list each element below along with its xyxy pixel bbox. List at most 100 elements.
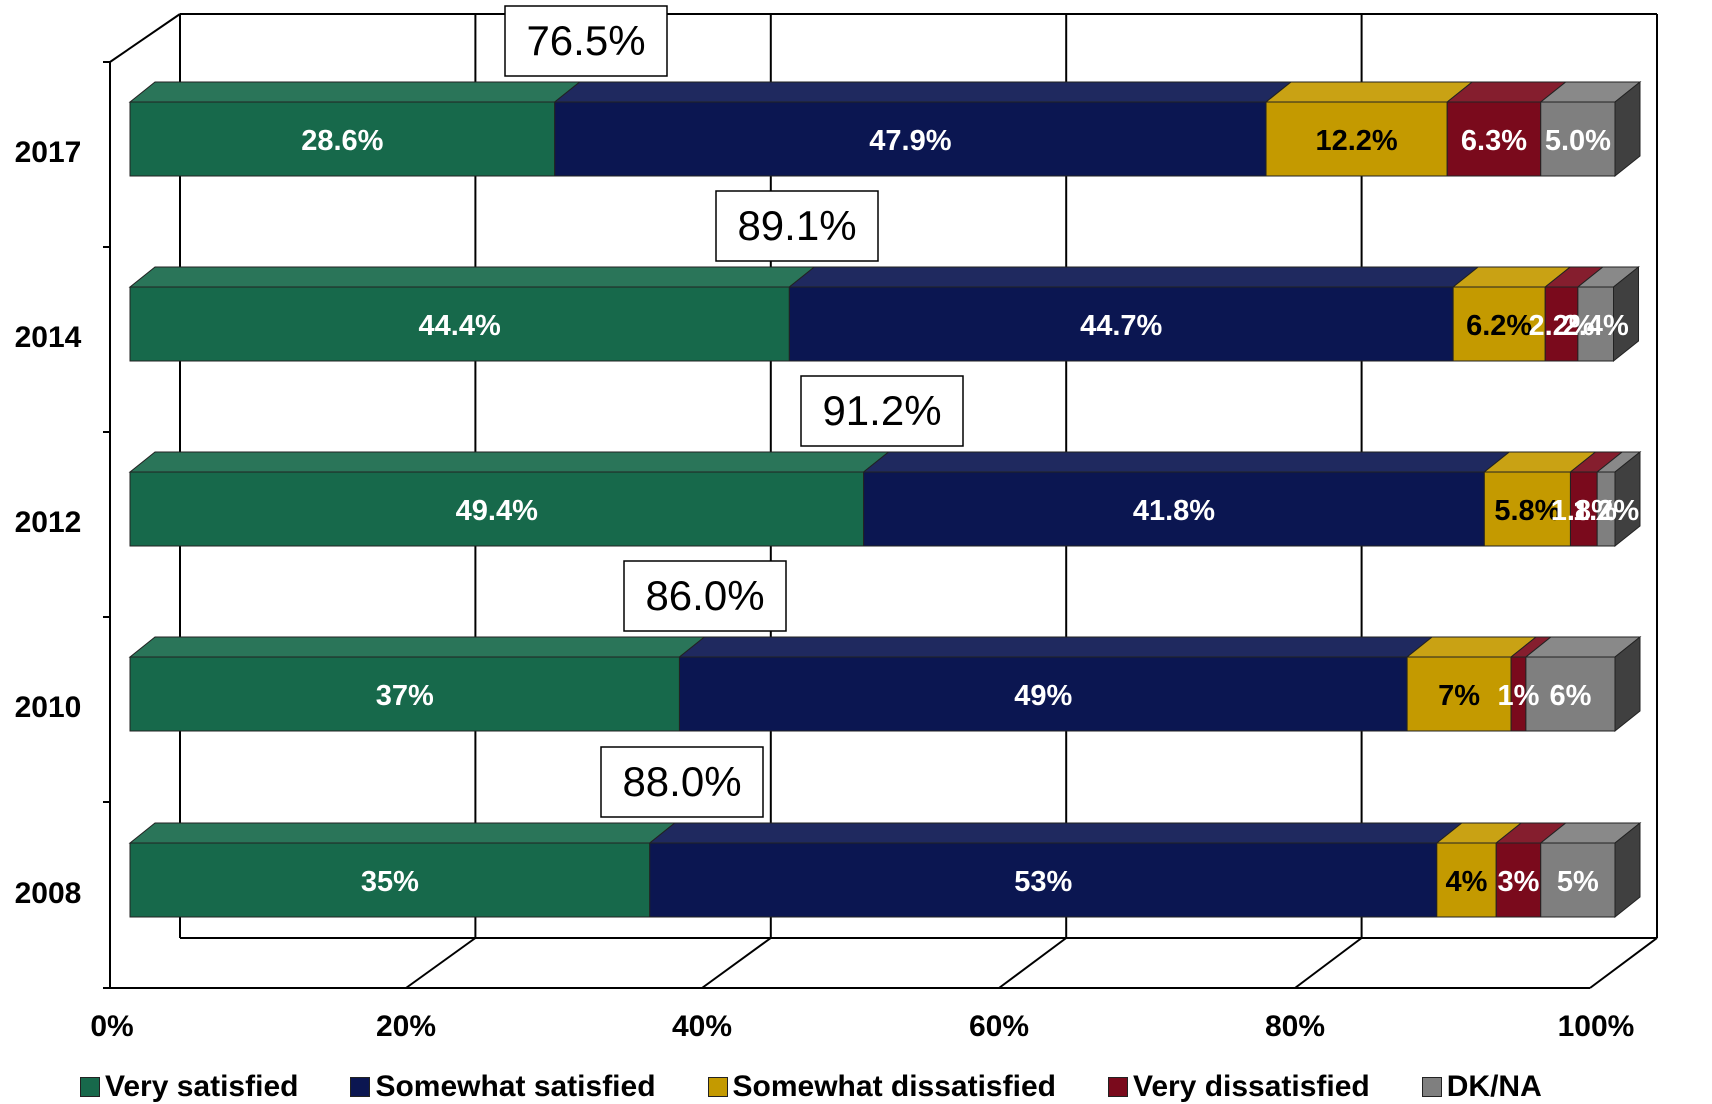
legend-item: Somewhat dissatisfied [707,1070,1056,1104]
legend-swatch [350,1077,371,1097]
bar-top-face [128,822,677,844]
bar-segment [554,101,1267,177]
category-label: 2010 [15,691,82,724]
bar-side-face [1614,821,1641,919]
data-label: 44.7% [1080,310,1162,342]
legend-label: Very dissatisfied [1132,1070,1370,1103]
bar-top-face [1264,81,1474,103]
x-tick-label: 60% [969,1010,1029,1043]
total-callout-box [600,746,764,818]
data-label: 53% [1014,866,1072,898]
legend-item: DK/NA [1421,1070,1542,1104]
bar-segment [129,842,651,918]
data-label: 1.2% [1573,495,1639,527]
data-label: 47.9% [869,125,951,157]
legend-item: Very dissatisfied [1107,1070,1370,1104]
bar-segment [129,471,865,547]
category-label: 2014 [15,321,82,354]
data-label: 5% [1557,866,1599,898]
data-label: 6% [1549,680,1591,712]
legend-item: Very satisfied [80,1070,298,1104]
total-callout-label: 86.0% [645,572,764,619]
bar-segment [649,842,1438,918]
data-label: 28.6% [301,125,383,157]
bar-segment [1540,101,1616,177]
data-label: 6.2% [1466,310,1532,342]
bar-segment [1544,286,1579,362]
bar-segment [863,471,1485,547]
legend-label: Somewhat dissatisfied [732,1070,1056,1103]
category-label: 2017 [15,136,82,169]
data-label: 35% [361,866,419,898]
bar-top-face [678,636,1434,658]
bar-segment [1436,842,1497,918]
bar-segment [1265,101,1448,177]
bar-top-face [128,451,891,473]
data-label: 7% [1438,680,1480,712]
bar-top-face [862,451,1511,473]
floor-gridline [405,937,476,989]
bar-segment [1483,471,1571,547]
legend-label: DK/NA [1446,1070,1542,1103]
bar-side-face [1614,450,1641,548]
data-label: 37% [376,680,434,712]
x-tick-label: 20% [376,1010,436,1043]
total-callout-label: 89.1% [737,202,856,249]
legend-label: Very satisfied [105,1070,299,1103]
bar-top-face [648,822,1464,844]
data-label: 3% [1498,866,1540,898]
x-tick-label: 40% [672,1010,732,1043]
bar-segment [129,656,680,732]
bar-segment [1540,842,1616,918]
side-wall-top-edge [109,13,181,63]
data-label: 1% [1498,680,1540,712]
bar-side-face [1613,265,1640,363]
legend-swatch [80,1077,100,1097]
bar-segment [788,286,1454,362]
data-label: 41.8% [1133,495,1215,527]
floor-gridline [1294,937,1363,989]
data-label: 5.0% [1545,125,1611,157]
x-tick-label: 0% [90,1010,133,1043]
bar-top-face [128,81,582,103]
data-label: 5.8% [1494,495,1560,527]
bar-top-face [553,81,1293,103]
legend-swatch [1421,1077,1442,1097]
bar-segment [1452,286,1546,362]
bar-segment [129,101,556,177]
x-tick-label: 100% [1558,1010,1635,1043]
x-tick-label: 80% [1265,1010,1325,1043]
data-label: 12.2% [1315,125,1397,157]
total-callout-label: 88.0% [622,758,741,805]
bar-segment [1495,842,1542,918]
legend-swatch [707,1077,728,1097]
legend-label: Somewhat satisfied [375,1070,656,1103]
total-callout-box [800,375,964,447]
total-callout-label: 76.5% [526,17,645,64]
data-label: 49.4% [456,495,538,527]
bar-top-face [787,266,1480,288]
total-callout-box [504,5,668,77]
category-label: 2008 [15,877,82,910]
total-callout-box [715,190,879,262]
total-callout-box [623,560,787,632]
legend-item: Somewhat satisfied [350,1070,656,1104]
data-label: 1.8% [1551,495,1617,527]
bar-side-face [1614,635,1641,733]
bar-segment [1577,286,1615,362]
data-label: 2.2% [1528,310,1594,342]
bar-segment [1525,656,1616,732]
floor-right-edge [1589,937,1658,989]
data-label: 4% [1446,866,1488,898]
data-label: 44.4% [419,310,501,342]
category-label: 2012 [15,506,82,539]
floor-gridline [998,937,1067,989]
bar-side-face [1614,80,1641,178]
data-label: 6.3% [1461,125,1527,157]
data-label: 2.4% [1563,310,1629,342]
bar-top-face [128,266,816,288]
data-label: 49% [1014,680,1072,712]
bar-segment [1569,471,1598,547]
floor-gridline [701,937,772,989]
